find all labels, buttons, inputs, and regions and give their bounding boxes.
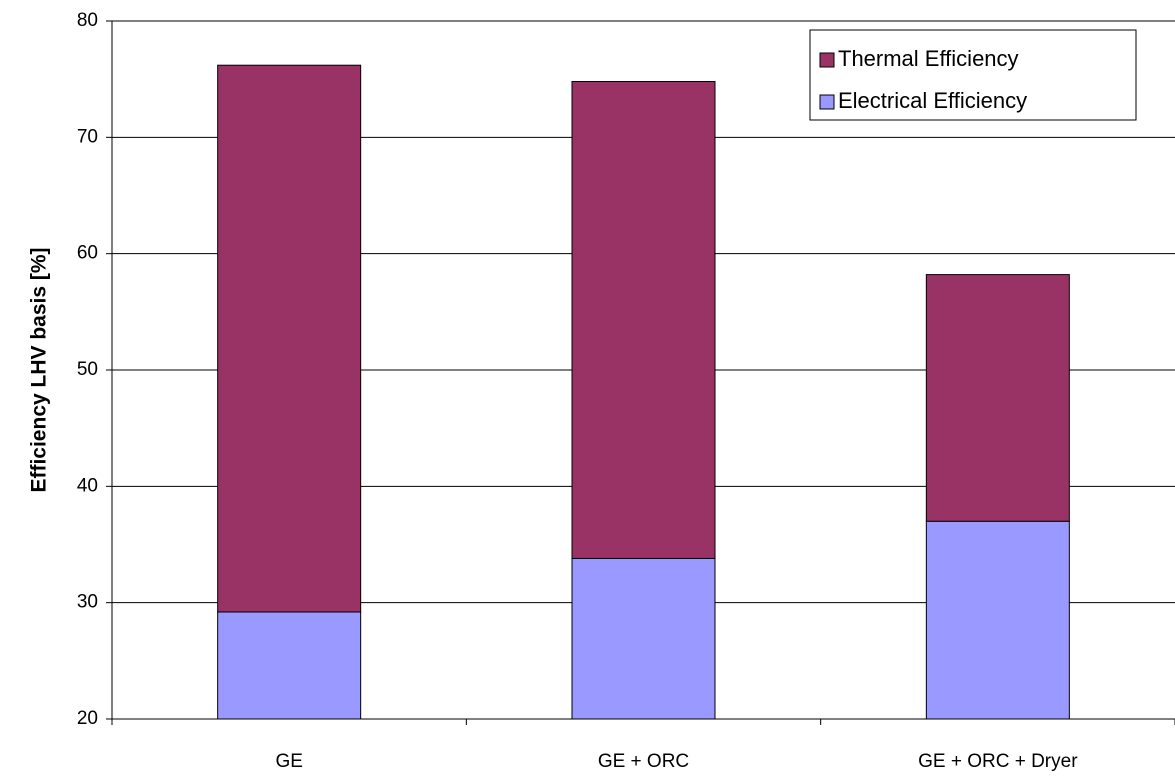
legend-label: Electrical Efficiency xyxy=(838,88,1027,113)
y-tick-label: 80 xyxy=(77,10,98,31)
legend-swatch xyxy=(819,52,835,68)
legend-box xyxy=(809,29,1137,121)
legend-swatch xyxy=(819,94,835,110)
y-axis-label: Efficiency LHV basis [%] xyxy=(28,247,51,492)
y-tick-label: 50 xyxy=(77,359,98,380)
y-tick-label: 60 xyxy=(77,243,98,264)
bar-segment xyxy=(571,80,716,559)
bar-segment xyxy=(217,611,362,720)
bar-segment xyxy=(217,64,362,613)
legend-label: Thermal Efficiency xyxy=(838,46,1019,71)
y-tick-label: 70 xyxy=(77,126,98,147)
bar-segment xyxy=(925,520,1070,720)
x-tick-label: GE + ORC + Dryer xyxy=(918,751,1078,772)
bar-segment xyxy=(925,274,1070,522)
y-tick-label: 40 xyxy=(77,475,98,496)
bar-segment xyxy=(571,557,716,720)
x-tick-label: GE + ORC xyxy=(598,751,689,772)
y-tick-label: 20 xyxy=(77,708,98,729)
x-tick-label: GE xyxy=(275,751,302,772)
y-tick-label: 30 xyxy=(77,592,98,613)
